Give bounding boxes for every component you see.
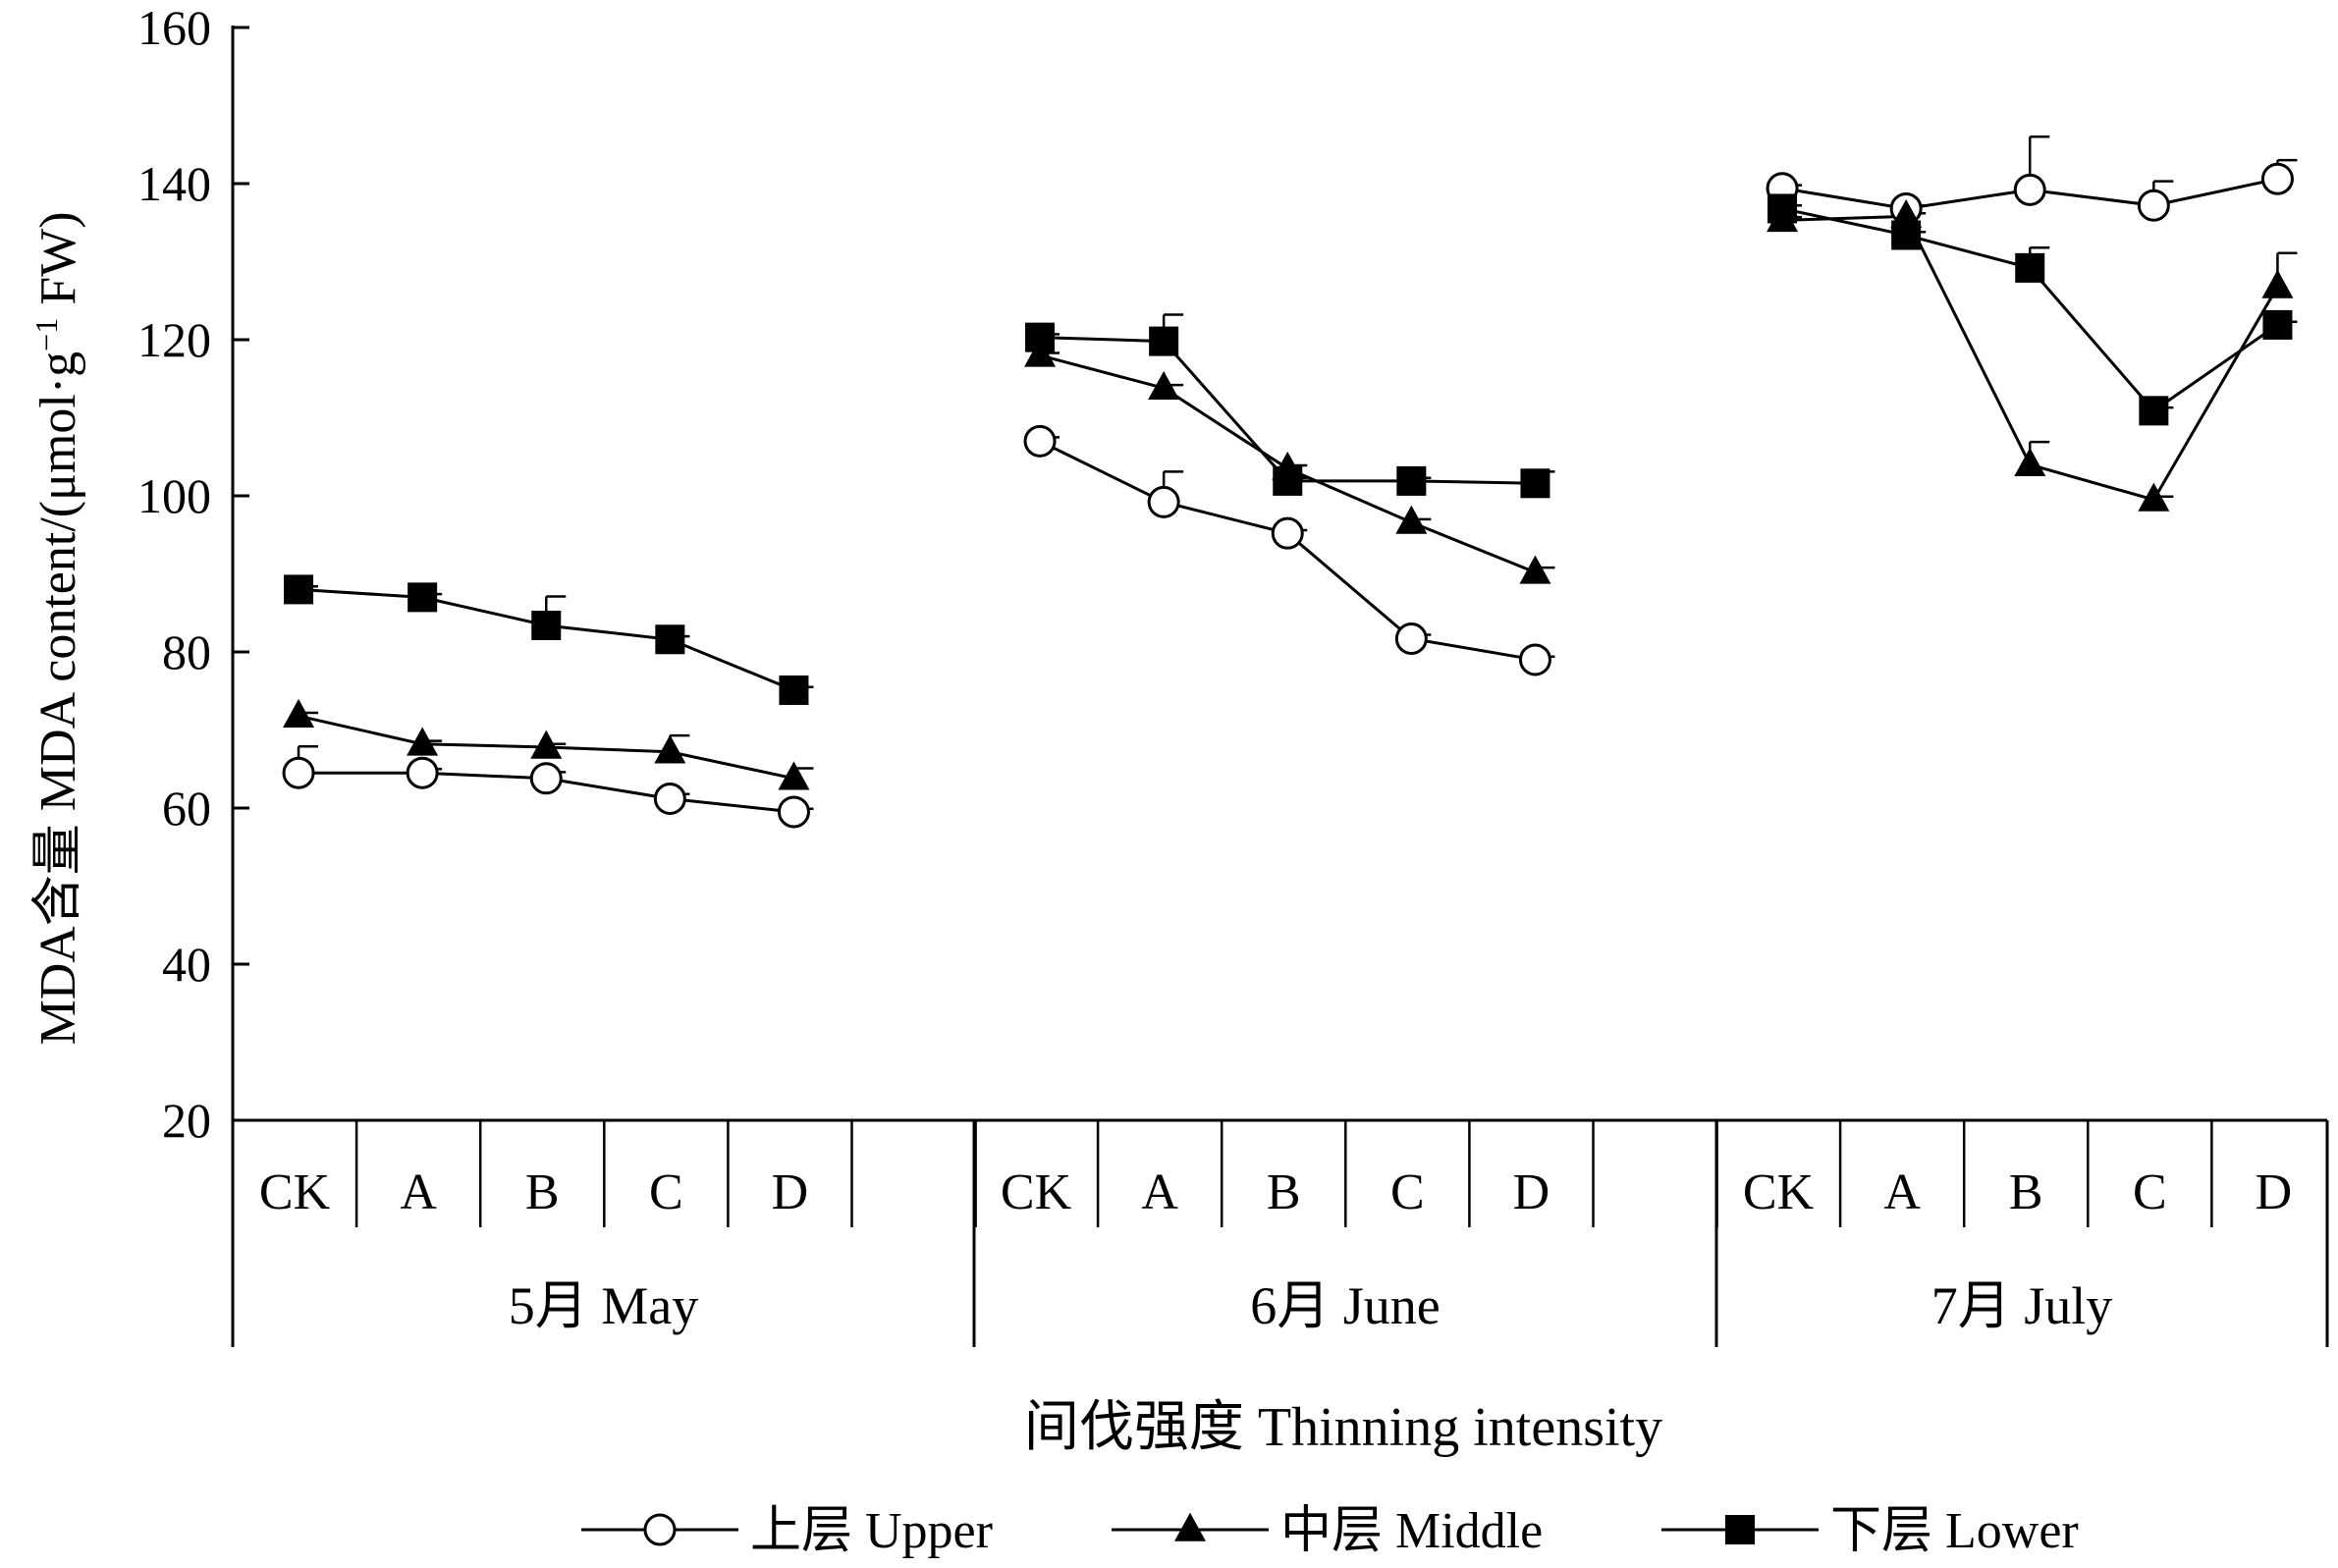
- y-tick-label: 140: [137, 156, 211, 211]
- x-category-label: D: [772, 1164, 809, 1220]
- data-point: [408, 582, 438, 613]
- x-categories: CK A B C D 5月 May CK A B C D 6月 June CK A B C D 7月 July: [259, 1120, 2292, 1347]
- y-axis-label-sup: −1: [28, 318, 64, 351]
- legend-marker: [1174, 1512, 1206, 1541]
- x-category-label: D: [1513, 1164, 1550, 1220]
- data-point: [2015, 252, 2045, 283]
- data-point: [654, 734, 686, 764]
- x-category-label: A: [1141, 1164, 1178, 1220]
- y-axis-label: MDA含量 MDA content/(μmol·g−1 FW): [28, 211, 86, 1045]
- data-point: [284, 574, 314, 605]
- legend: 上层 Upper 中层 Middle 下层 Lower: [581, 1503, 2079, 1559]
- x-category-label: B: [525, 1164, 560, 1220]
- x-group-label: 5月 May: [509, 1276, 698, 1335]
- data-point: [1519, 555, 1551, 584]
- y-axis-label-tail: FW): [30, 211, 86, 317]
- x-axis-label: 间伐强度 Thinning intensity: [1024, 1397, 1662, 1458]
- x-category-label: D: [2256, 1164, 2293, 1220]
- series-markers: [282, 162, 2294, 829]
- data-point: [531, 610, 562, 640]
- x-category-label: C: [1390, 1164, 1425, 1220]
- data-point: [778, 761, 810, 790]
- data-point: [2138, 482, 2170, 512]
- y-tick-label: 40: [162, 937, 211, 992]
- legend-label: 下层 Lower: [1830, 1503, 2079, 1559]
- data-point: [1518, 643, 1551, 676]
- data-point: [530, 730, 563, 759]
- data-point: [1147, 485, 1180, 518]
- x-category-label: B: [1267, 1164, 1301, 1220]
- data-point: [1025, 322, 1056, 352]
- data-point: [2139, 396, 2169, 426]
- y-ticks: 20 40 60 80 100 120 140 160: [137, 0, 249, 1148]
- x-category-label: CK: [1001, 1164, 1072, 1220]
- legend-label: 中层 Middle: [1280, 1503, 1543, 1559]
- data-point: [1148, 370, 1180, 401]
- x-category-label: B: [2009, 1164, 2043, 1220]
- y-axis-label-main: MDA含量 MDA content/(μmol·g: [30, 351, 86, 1046]
- x-category-label: A: [400, 1164, 437, 1220]
- x-category-label: CK: [259, 1164, 331, 1220]
- data-point: [777, 795, 810, 829]
- y-tick-label: 60: [162, 781, 211, 836]
- data-point: [2014, 447, 2046, 476]
- x-category-label: CK: [1743, 1164, 1815, 1220]
- legend-marker: [643, 1513, 677, 1546]
- data-point: [1023, 424, 1057, 458]
- data-point: [282, 756, 315, 789]
- data-point: [1273, 465, 1303, 496]
- data-point: [2261, 269, 2294, 298]
- data-point: [1024, 338, 1057, 367]
- data-point: [1520, 468, 1550, 499]
- y-tick-label: 100: [137, 468, 211, 523]
- data-point: [653, 782, 686, 815]
- data-point: [406, 756, 439, 789]
- data-point: [2137, 189, 2170, 222]
- data-point: [407, 727, 439, 756]
- data-point: [529, 762, 563, 795]
- data-point: [2013, 173, 2046, 206]
- y-tick-label: 20: [162, 1093, 211, 1148]
- y-tick-label: 160: [137, 0, 211, 55]
- data-point: [1395, 505, 1428, 534]
- data-point: [283, 698, 315, 728]
- legend-marker: [1725, 1515, 1755, 1544]
- data-point: [2262, 309, 2293, 340]
- data-point: [1891, 220, 1922, 250]
- legend-label: 上层 Upper: [750, 1503, 993, 1559]
- data-point: [779, 675, 809, 705]
- x-category-label: C: [2133, 1164, 2167, 1220]
- data-point: [1271, 516, 1304, 550]
- x-group-label: 7月 July: [1931, 1276, 2113, 1335]
- y-tick-label: 120: [137, 312, 211, 367]
- data-point: [655, 624, 685, 655]
- data-point: [2260, 162, 2294, 195]
- data-point: [1396, 465, 1427, 496]
- data-point: [1149, 326, 1179, 356]
- x-group-label: 6月 June: [1250, 1276, 1440, 1335]
- data-point: [1394, 622, 1428, 655]
- x-category-label: A: [1883, 1164, 1921, 1220]
- y-tick-label: 80: [162, 624, 211, 679]
- series-line: [1781, 206, 2279, 413]
- x-category-label: C: [649, 1164, 683, 1220]
- data-point: [1767, 193, 1798, 224]
- axes: [231, 26, 2329, 1347]
